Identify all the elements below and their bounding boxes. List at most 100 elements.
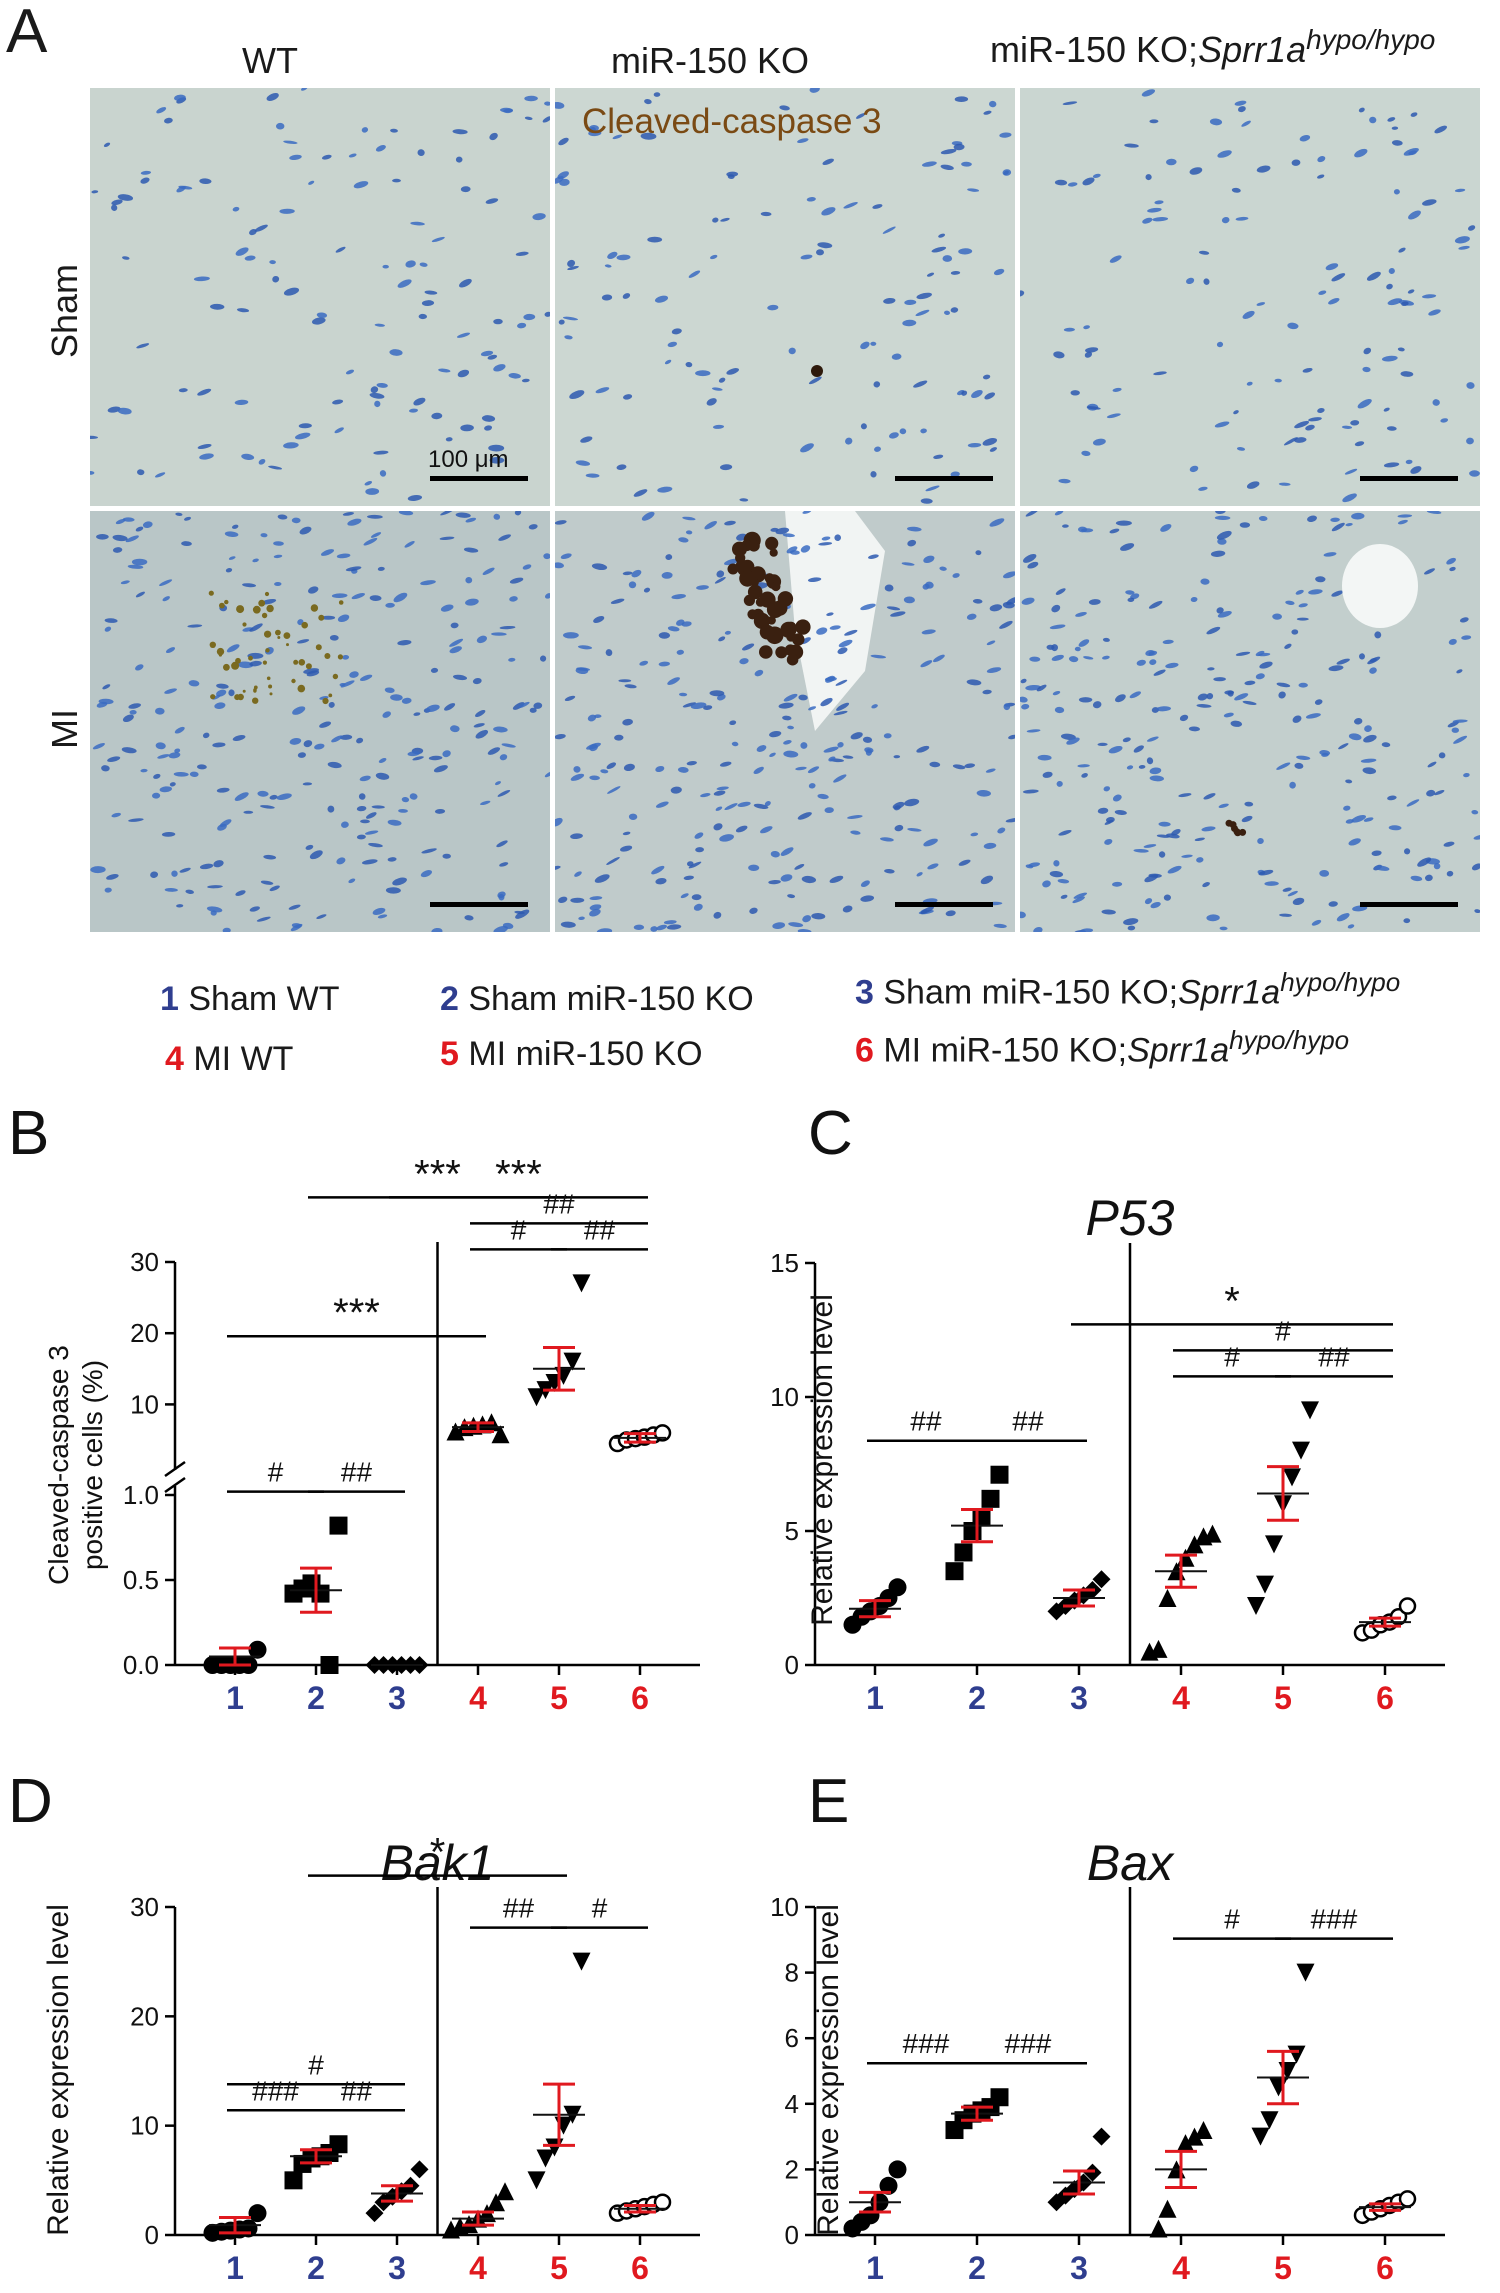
nucleus-blob	[651, 865, 665, 875]
nucleus-blob	[1202, 882, 1210, 888]
nucleus-blob	[1196, 857, 1204, 863]
nucleus-blob	[870, 654, 887, 659]
nucleus-blob	[291, 517, 301, 524]
nucleus-blob	[90, 866, 106, 874]
nucleus-blob	[713, 823, 723, 831]
nucleus-blob	[418, 313, 427, 320]
data-point	[527, 2171, 546, 2190]
nucleus-blob	[1218, 803, 1229, 809]
y-tick-label: 30	[130, 1247, 159, 1277]
data-point	[554, 2116, 573, 2135]
nucleus-blob	[361, 127, 369, 133]
nucleus-blob	[540, 655, 547, 662]
nucleus-blob	[342, 654, 350, 660]
nucleus-blob	[961, 390, 968, 396]
nucleus-blob	[409, 408, 418, 413]
nucleus-blob	[1358, 107, 1365, 113]
nucleus-blob	[1179, 714, 1189, 722]
nucleus-blob	[131, 558, 148, 566]
legend-text: Sham miR-150 KO	[468, 980, 754, 1018]
nucleus-blob	[976, 789, 991, 797]
nucleus-blob	[1149, 659, 1157, 665]
nucleus-blob	[614, 734, 624, 741]
nucleus-blob	[1189, 167, 1203, 175]
nucleus-blob	[808, 706, 817, 711]
nucleus-blob	[1338, 743, 1349, 750]
nucleus-blob	[1058, 829, 1072, 836]
nucleus-blob	[489, 132, 498, 141]
y-tick-label: 6	[785, 2023, 799, 2053]
nucleus-blob	[797, 929, 812, 932]
nucleus-blob	[1453, 735, 1468, 744]
nucleus-blob	[1054, 179, 1068, 186]
nucleus-blob	[1344, 468, 1358, 475]
nucleus-blob	[770, 850, 780, 858]
nucleus-blob	[1127, 597, 1135, 603]
nucleus-blob	[616, 254, 631, 261]
nucleus-blob	[189, 771, 199, 778]
panel-letter: B	[8, 1099, 49, 1168]
nucleus-blob	[1103, 786, 1111, 792]
nucleus-blob	[576, 667, 590, 671]
nucleus-blob	[1351, 512, 1365, 520]
nucleus-blob	[1289, 781, 1296, 789]
nucleus-blob	[1467, 225, 1476, 231]
significance-label: ***	[333, 1291, 380, 1335]
nucleus-blob	[923, 555, 935, 564]
nucleus-blob	[378, 757, 387, 764]
nucleus-blob	[835, 679, 848, 686]
nucleus-blob	[369, 392, 385, 399]
nucleus-blob	[1393, 189, 1400, 195]
data-point	[1269, 2078, 1288, 2097]
nucleus-blob	[604, 264, 612, 268]
nucleus-blob	[735, 825, 748, 833]
nucleus-blob	[1028, 862, 1041, 868]
nucleus-blob	[90, 435, 98, 440]
legend-number: 4	[165, 1040, 194, 1078]
data-point	[1296, 1963, 1315, 1982]
nucleus-blob	[249, 229, 257, 236]
caspase-stain	[224, 599, 229, 605]
nucleus-blob	[1279, 913, 1292, 917]
nucleus-blob	[331, 593, 348, 599]
nucleus-blob	[1331, 522, 1345, 532]
nucleus-blob	[686, 760, 697, 766]
nucleus-blob	[327, 805, 335, 813]
nucleus-blob	[1388, 267, 1395, 275]
nucleus-blob	[1142, 217, 1153, 224]
nucleus-blob	[407, 751, 421, 757]
legend-text: MI WT	[193, 1040, 294, 1078]
nucleus-blob	[712, 424, 725, 429]
nucleus-blob	[173, 771, 189, 777]
nucleus-blob	[555, 817, 563, 827]
nucleus-blob	[782, 715, 792, 721]
nucleus-blob	[234, 399, 249, 406]
nucleus-blob	[570, 773, 585, 781]
nucleus-blob	[450, 622, 459, 629]
nucleus-blob	[656, 924, 668, 931]
nucleus-blob	[1336, 658, 1350, 665]
nucleus-blob	[385, 887, 401, 894]
nucleus-blob	[515, 251, 529, 256]
nucleus-blob	[837, 742, 844, 748]
nucleus-blob	[389, 349, 403, 356]
nucleus-blob	[500, 107, 513, 113]
nucleus-blob	[1216, 341, 1224, 348]
nucleus-blob	[891, 353, 902, 360]
nucleus-blob	[305, 844, 314, 850]
nucleus-blob	[890, 611, 906, 617]
nucleus-blob	[688, 270, 701, 278]
nucleus-blob	[450, 725, 460, 733]
nucleus-blob	[392, 178, 401, 183]
nucleus-blob	[1125, 590, 1135, 595]
scale-bar	[1360, 902, 1458, 907]
nucleus-blob	[434, 808, 446, 814]
nucleus-blob	[577, 645, 593, 650]
nucleus-blob	[297, 752, 306, 758]
nucleus-blob	[1046, 644, 1055, 650]
nucleus-blob	[737, 801, 751, 807]
nucleus-blob	[1294, 762, 1304, 769]
nucleus-blob	[92, 743, 105, 750]
nucleus-blob	[753, 803, 769, 810]
nucleus-blob	[193, 276, 210, 282]
